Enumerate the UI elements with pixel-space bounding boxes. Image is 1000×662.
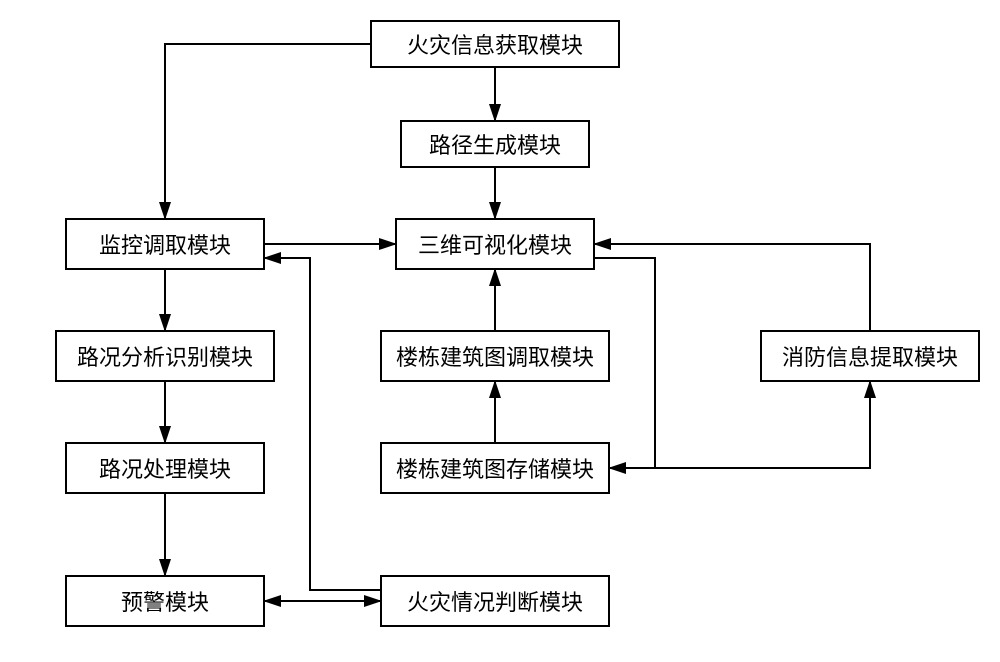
edge-fire_extract-to-viz3d [595, 244, 870, 330]
edge-fire_info-to-monitor [165, 44, 370, 218]
node-warning: 预警模块 [65, 575, 265, 627]
node-road_process: 路况处理模块 [65, 442, 265, 494]
edge-fire_judge-to-monitor [265, 258, 380, 590]
node-path_gen: 路径生成模块 [400, 120, 590, 168]
edge-building_store-to-fire_extract [610, 382, 870, 468]
node-road_analyze: 路况分析识别模块 [55, 330, 275, 382]
flowchart-canvas: 火灾信息获取模块路径生成模块监控调取模块三维可视化模块路况分析识别模块楼栋建筑图… [0, 0, 1000, 662]
node-fire_judge: 火灾情况判断模块 [380, 575, 610, 627]
node-monitor: 监控调取模块 [65, 218, 265, 270]
node-building_store: 楼栋建筑图存储模块 [380, 442, 610, 494]
node-viz3d: 三维可视化模块 [395, 218, 595, 270]
node-fire_extract: 消防信息提取模块 [760, 330, 980, 382]
node-fire_info: 火灾信息获取模块 [370, 20, 620, 68]
node-building_fetch: 楼栋建筑图调取模块 [380, 330, 610, 382]
